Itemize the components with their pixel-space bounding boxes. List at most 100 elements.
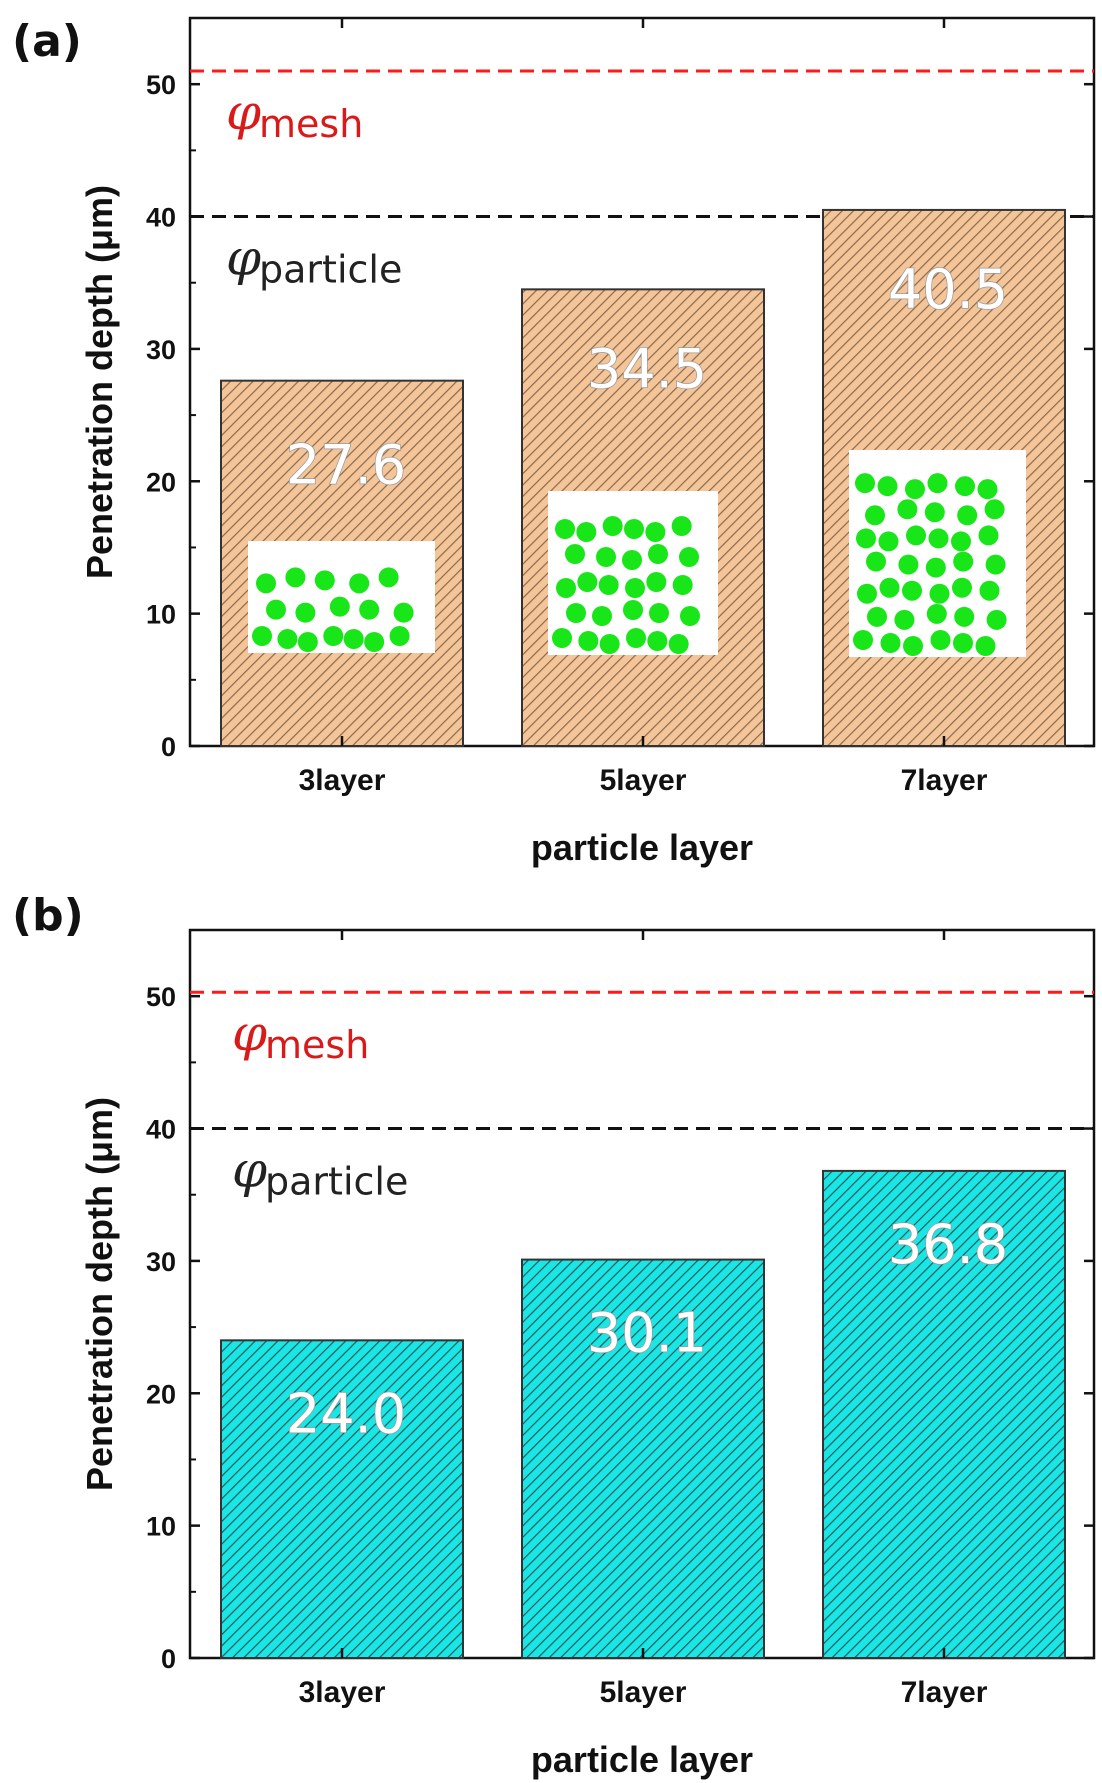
particle — [359, 599, 380, 620]
particle — [578, 631, 599, 651]
particle — [671, 516, 692, 536]
particle — [894, 609, 915, 630]
particle — [924, 502, 945, 523]
particle — [857, 583, 877, 604]
particle — [853, 630, 873, 650]
particle — [954, 606, 975, 627]
particle — [256, 573, 276, 594]
y-tick-label: 10 — [146, 1512, 176, 1542]
particle — [602, 516, 623, 536]
particle — [646, 572, 667, 592]
particle — [645, 522, 666, 542]
particle — [953, 551, 974, 572]
particle — [599, 634, 620, 654]
particle — [393, 602, 414, 623]
particle — [622, 550, 642, 570]
particle — [672, 575, 693, 595]
panel-label-b: (b) — [12, 890, 84, 941]
y-tick-label: 30 — [146, 1247, 176, 1277]
particle — [928, 528, 949, 549]
particle — [986, 609, 1007, 630]
x-axis-title-b: particle layer — [531, 1739, 753, 1780]
particle — [329, 596, 350, 617]
particle-inset-5layer — [548, 491, 718, 655]
particle — [903, 636, 923, 656]
particle — [266, 599, 286, 620]
y-tick-label: 0 — [161, 1644, 176, 1674]
particle — [880, 633, 901, 653]
x-axis-b: 3layer 5layer 7layer — [299, 930, 988, 1709]
particle — [598, 575, 619, 595]
particle — [668, 634, 689, 654]
particle — [925, 557, 946, 578]
x-tick-label-3layer: 3layer — [299, 764, 386, 797]
particle — [378, 567, 399, 588]
bars-b: 24.0 30.1 36.8 — [220, 1169, 1066, 1660]
particle — [577, 572, 598, 592]
particle-inset-3layer — [248, 541, 435, 653]
particle — [930, 630, 951, 650]
particle — [285, 567, 306, 588]
y-tick-label: 50 — [146, 70, 176, 100]
particle — [898, 554, 919, 575]
particle — [679, 547, 699, 567]
particle — [978, 525, 999, 546]
y-tick-label: 50 — [146, 982, 176, 1012]
particle — [975, 636, 996, 656]
bar-5layer — [521, 1258, 765, 1659]
particle — [649, 603, 669, 623]
particle — [878, 531, 899, 552]
x-tick-label-7layer: 7layer — [901, 764, 988, 797]
particle-insets-a — [248, 450, 1026, 657]
particle — [566, 603, 586, 623]
particle — [927, 473, 948, 494]
particle — [906, 525, 926, 546]
particle — [252, 626, 272, 646]
bar-3layer — [220, 1339, 464, 1659]
x-tick-label-3layer: 3layer — [299, 1676, 386, 1709]
particle — [855, 473, 875, 494]
particle — [867, 606, 887, 627]
particle — [576, 522, 597, 542]
particle — [865, 505, 885, 526]
particle — [680, 606, 700, 626]
reference-label-particle: φparticle — [232, 1141, 408, 1204]
y-tick-label: 10 — [146, 600, 176, 630]
particle — [953, 633, 973, 653]
particle — [929, 583, 950, 604]
y-tick-label: 40 — [146, 203, 176, 233]
reference-label-mesh: φmesh — [232, 1004, 369, 1067]
particle — [952, 577, 972, 598]
particle — [565, 544, 585, 564]
particle — [623, 600, 643, 620]
particle-inset-7layer — [849, 450, 1026, 657]
particle — [556, 578, 576, 598]
x-axis-a: 3layer 5layer 7layer — [299, 18, 988, 797]
y-axis-b: 0 10 20 30 40 50 — [146, 982, 1094, 1674]
particle — [926, 603, 947, 624]
particle — [625, 578, 645, 598]
y-tick-label: 30 — [146, 335, 176, 365]
x-tick-label-5layer: 5layer — [600, 1676, 687, 1709]
particle — [866, 551, 886, 572]
particle — [905, 479, 925, 500]
particle — [295, 602, 316, 623]
particle — [955, 476, 975, 497]
particle — [364, 632, 385, 652]
particle — [592, 606, 612, 626]
reference-lines-b: φmesh φparticle — [190, 990, 1094, 1204]
particle — [957, 505, 978, 526]
y-tick-label: 0 — [161, 732, 176, 762]
particle — [297, 632, 318, 652]
chart-panel-a: (a) φmesh φparticle 27.6 34.5 40.5 0 10 20 30 4… — [12, 16, 1096, 868]
particle — [624, 519, 644, 539]
particle — [323, 626, 344, 646]
particle — [552, 628, 572, 648]
y-tick-label: 20 — [146, 1379, 176, 1409]
reference-label-mesh: φmesh — [226, 83, 363, 146]
particle — [343, 629, 364, 649]
particle — [626, 628, 646, 648]
particle — [389, 626, 410, 646]
y-axis-title-a: Penetration depth (μm) — [79, 185, 120, 579]
